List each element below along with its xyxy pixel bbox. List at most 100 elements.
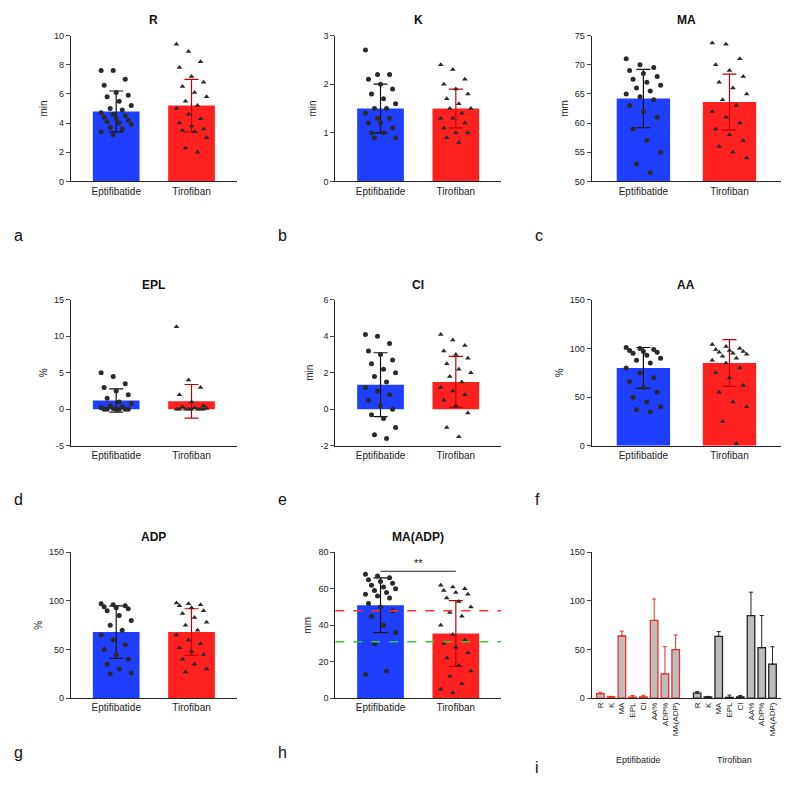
- svg-text:CI: CI: [639, 703, 648, 711]
- svg-text:i: i: [535, 759, 539, 776]
- svg-text:55: 55: [575, 147, 585, 157]
- svg-text:1: 1: [323, 128, 328, 138]
- svg-text:20: 20: [318, 657, 328, 667]
- svg-text:2: 2: [323, 368, 328, 378]
- svg-text:ADP%: ADP%: [757, 703, 766, 727]
- svg-text:-5: -5: [56, 441, 64, 451]
- svg-text:mm: mm: [302, 617, 313, 634]
- svg-text:Tirofiban: Tirofiban: [710, 186, 749, 197]
- svg-text:Eptifibatide: Eptifibatide: [619, 186, 669, 197]
- svg-text:50: 50: [575, 645, 585, 655]
- svg-text:min: min: [38, 100, 49, 116]
- svg-text:K: K: [414, 13, 423, 27]
- svg-text:60: 60: [318, 584, 328, 594]
- svg-text:10: 10: [54, 31, 64, 41]
- svg-text:100: 100: [49, 596, 64, 606]
- svg-text:ADP%: ADP%: [661, 703, 670, 727]
- svg-text:AA%: AA%: [650, 703, 659, 721]
- svg-text:MA(ADP): MA(ADP): [671, 702, 680, 736]
- svg-text:100: 100: [570, 344, 585, 354]
- svg-text:EPL: EPL: [142, 278, 165, 292]
- svg-text:Eptifibatide: Eptifibatide: [91, 450, 141, 461]
- svg-text:c: c: [535, 227, 543, 244]
- svg-text:150: 150: [570, 295, 585, 305]
- svg-text:150: 150: [570, 547, 585, 557]
- svg-text:3: 3: [323, 31, 328, 41]
- svg-text:5: 5: [59, 368, 64, 378]
- svg-text:0: 0: [59, 177, 64, 187]
- svg-text:75: 75: [575, 31, 585, 41]
- svg-text:4: 4: [323, 331, 328, 341]
- svg-text:Tirofiban: Tirofiban: [710, 450, 749, 461]
- svg-text:min: min: [304, 365, 315, 381]
- svg-text:Tirofiban: Tirofiban: [172, 186, 211, 197]
- svg-text:Eptifibatide: Eptifibatide: [619, 450, 669, 461]
- svg-text:K: K: [704, 702, 713, 708]
- svg-text:65: 65: [575, 89, 585, 99]
- svg-text:6: 6: [59, 89, 64, 99]
- svg-text:4: 4: [59, 118, 64, 128]
- svg-text:a: a: [14, 227, 23, 244]
- svg-text:0: 0: [59, 693, 64, 703]
- svg-text:min: min: [307, 100, 318, 116]
- svg-text:e: e: [278, 491, 287, 508]
- svg-text:AA%: AA%: [747, 703, 756, 721]
- svg-text:Eptifibatide: Eptifibatide: [91, 186, 141, 197]
- svg-text:Tirofiban: Tirofiban: [437, 450, 476, 461]
- svg-text:mm: mm: [559, 100, 570, 117]
- svg-text:Tirofiban: Tirofiban: [717, 755, 752, 765]
- svg-text:0: 0: [580, 693, 585, 703]
- svg-text:MA(ADP): MA(ADP): [392, 530, 444, 544]
- svg-text:f: f: [535, 491, 540, 508]
- svg-text:Tirofiban: Tirofiban: [437, 186, 476, 197]
- svg-text:60: 60: [575, 118, 585, 128]
- svg-text:Tirofiban: Tirofiban: [172, 702, 211, 713]
- svg-text:AA: AA: [677, 278, 695, 292]
- svg-text:50: 50: [54, 645, 64, 655]
- svg-text:R: R: [693, 702, 702, 708]
- svg-text:MA(ADP): MA(ADP): [768, 702, 777, 736]
- svg-text:Tirofiban: Tirofiban: [437, 702, 476, 713]
- svg-text:Eptifibatide: Eptifibatide: [91, 702, 141, 713]
- svg-text:10: 10: [54, 331, 64, 341]
- svg-text:Eptifibatide: Eptifibatide: [356, 702, 406, 713]
- svg-text:2: 2: [323, 79, 328, 89]
- svg-text:MA: MA: [677, 13, 696, 27]
- svg-text:%: %: [554, 368, 565, 377]
- svg-text:MA: MA: [714, 702, 723, 715]
- svg-text:50: 50: [575, 177, 585, 187]
- svg-text:R: R: [596, 702, 605, 708]
- svg-text:Eptifibatide: Eptifibatide: [356, 450, 406, 461]
- svg-text:100: 100: [570, 596, 585, 606]
- svg-text:MA: MA: [617, 702, 626, 715]
- svg-text:70: 70: [575, 60, 585, 70]
- svg-text:150: 150: [49, 547, 64, 557]
- svg-text:0: 0: [323, 693, 328, 703]
- svg-text:EPL: EPL: [628, 702, 637, 718]
- svg-text:CI: CI: [736, 703, 745, 711]
- svg-text:8: 8: [59, 60, 64, 70]
- svg-text:50: 50: [575, 392, 585, 402]
- svg-text:ADP: ADP: [141, 530, 166, 544]
- svg-text:%: %: [33, 621, 44, 630]
- svg-text:0: 0: [580, 441, 585, 451]
- svg-text:0: 0: [323, 177, 328, 187]
- svg-text:Eptifibatide: Eptifibatide: [616, 755, 661, 765]
- svg-text:2: 2: [59, 147, 64, 157]
- svg-text:g: g: [14, 744, 23, 761]
- svg-text:40: 40: [318, 620, 328, 630]
- svg-text:h: h: [278, 744, 287, 761]
- svg-text:K: K: [607, 702, 616, 708]
- svg-text:Eptifibatide: Eptifibatide: [356, 186, 406, 197]
- svg-text:d: d: [14, 491, 23, 508]
- svg-text:0: 0: [323, 404, 328, 414]
- svg-text:R: R: [149, 13, 158, 27]
- svg-text:CI: CI: [412, 278, 424, 292]
- svg-text:80: 80: [318, 547, 328, 557]
- svg-text:EPL: EPL: [725, 702, 734, 718]
- svg-text:0: 0: [59, 404, 64, 414]
- svg-text:-2: -2: [320, 441, 328, 451]
- svg-text:b: b: [278, 227, 287, 244]
- svg-text:6: 6: [323, 295, 328, 305]
- svg-text:**: **: [414, 557, 423, 569]
